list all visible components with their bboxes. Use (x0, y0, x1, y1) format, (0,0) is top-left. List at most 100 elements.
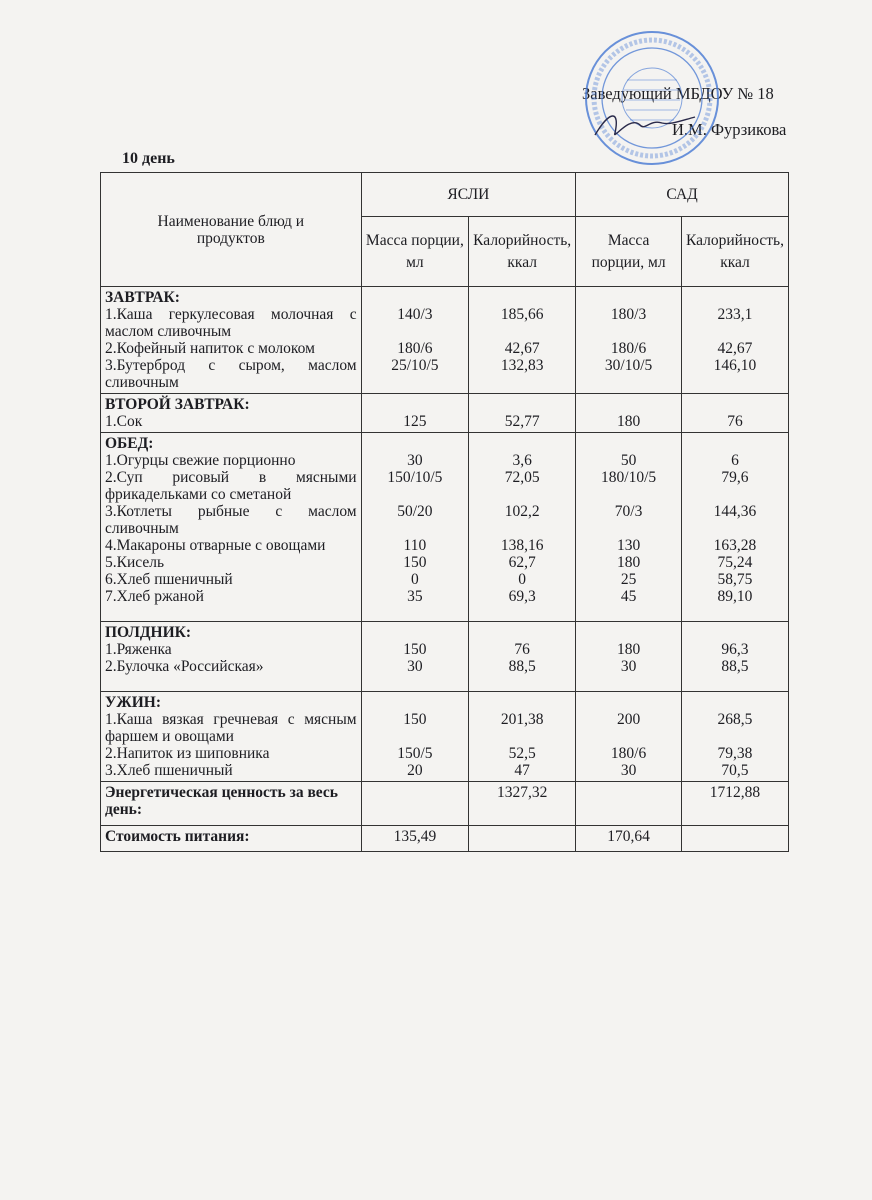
table-row: 4.Макароны отварные с овощами 110 138,16 13… (100, 537, 790, 554)
col-header-kcal-garden: Калорийность, ккал (680, 216, 790, 287)
mass-garden: 30/10/5 (575, 357, 682, 394)
table-row: 6.Хлеб пшеничный 0 0 25 58,75 (100, 571, 790, 588)
dish-name: 1.Ряженка (100, 641, 362, 658)
section-title: ЗАВТРАК: (100, 286, 362, 306)
col-header-mass-nursery: Масса порции, мл (360, 216, 470, 287)
kcal-garden: 163,28 (680, 537, 790, 554)
mass-nursery: 110 (360, 537, 470, 554)
kcal-garden: 96,3 (680, 641, 790, 658)
group-header-nursery: ЯСЛИ (360, 172, 577, 217)
table-row: 1.Сок 125 52,77 180 76 (100, 413, 790, 433)
mass-nursery: 125 (360, 413, 470, 433)
mass-garden: 180 (575, 641, 682, 658)
kcal-nursery: 47 (468, 762, 577, 782)
col-header-name: Наименование блюд и продуктов (100, 172, 362, 287)
section-title: ОБЕД: (100, 432, 362, 452)
section-title: ВТОРОЙ ЗАВТРАК: (100, 393, 362, 413)
section-spacer (100, 677, 790, 692)
section-header: ВТОРОЙ ЗАВТРАК: (100, 393, 790, 413)
kcal-nursery: 185,66 (468, 306, 577, 340)
kcal-nursery: 132,83 (468, 357, 577, 394)
section-header: ПОЛДНИК: (100, 621, 790, 641)
mass-nursery: 50/20 (360, 503, 470, 537)
mass-garden: 180/10/5 (575, 469, 682, 503)
kcal-garden: 58,75 (680, 571, 790, 588)
dish-name: 2.Суп рисовый в мясными фрикадельками со… (100, 469, 362, 503)
table-row: 1.Огурцы свежие порционно 30 3,6 50 6 (100, 452, 790, 469)
dish-name: 4.Макароны отварные с овощами (100, 537, 362, 554)
table-row: 5.Кисель 150 62,7 180 75,24 (100, 554, 790, 571)
dish-name: 1.Каша геркулесовая молочная с маслом сл… (100, 306, 362, 340)
day-label: 10 день (122, 150, 175, 167)
col-header-kcal-nursery: Калорийность, ккал (468, 216, 577, 287)
section-title: УЖИН: (100, 691, 362, 711)
dish-name: 1.Сок (100, 413, 362, 433)
signature (594, 115, 696, 136)
kcal-garden: 89,10 (680, 588, 790, 607)
mass-garden: 130 (575, 537, 682, 554)
kcal-nursery: 88,5 (468, 658, 577, 677)
dish-name: 2.Кофейный напиток с молоком (100, 340, 362, 357)
mass-nursery: 150/5 (360, 745, 470, 762)
kcal-nursery: 0 (468, 571, 577, 588)
dish-name: 7.Хлеб ржаной (100, 588, 362, 607)
mass-nursery: 150/10/5 (360, 469, 470, 503)
mass-nursery: 150 (360, 641, 470, 658)
kcal-nursery: 201,38 (468, 711, 577, 745)
mass-nursery: 30 (360, 658, 470, 677)
group-header-garden: САД (575, 172, 789, 217)
dish-name: 1.Каша вязкая гречневая с мясным фаршем … (100, 711, 362, 745)
kcal-garden: 79,38 (680, 745, 790, 762)
table-row: 1.Ряженка 150 76 180 96,3 (100, 641, 790, 658)
mass-nursery: 150 (360, 554, 470, 571)
energy-label: Энергетическая ценность за весь день: (100, 781, 362, 826)
table-row: 7.Хлеб ржаной 35 69,3 45 89,10 (100, 588, 790, 607)
energy-nursery: 1327,32 (468, 781, 577, 826)
section-header: ОБЕД: (100, 432, 790, 452)
menu-table: Наименование блюд и продуктов ЯСЛИ САД М… (100, 172, 790, 852)
mass-garden: 45 (575, 588, 682, 607)
kcal-garden: 6 (680, 452, 790, 469)
table-row: 1.Каша вязкая гречневая с мясным фаршем … (100, 711, 790, 745)
table-row: 3.Хлеб пшеничный 20 47 30 70,5 (100, 762, 790, 782)
kcal-nursery: 52,77 (468, 413, 577, 433)
section-header: УЖИН: (100, 691, 790, 711)
mass-nursery: 25/10/5 (360, 357, 470, 394)
mass-garden: 180/6 (575, 745, 682, 762)
kcal-garden: 42,67 (680, 340, 790, 357)
kcal-garden: 88,5 (680, 658, 790, 677)
kcal-garden: 76 (680, 413, 790, 433)
cost-garden: 170,64 (575, 825, 682, 852)
mass-garden: 70/3 (575, 503, 682, 537)
kcal-garden: 75,24 (680, 554, 790, 571)
dish-name: 3.Хлеб пшеничный (100, 762, 362, 782)
dish-name: 1.Огурцы свежие порционно (100, 452, 362, 469)
table-row: 2.Суп рисовый в мясными фрикадельками со… (100, 469, 790, 503)
dish-name: 2.Булочка «Российская» (100, 658, 362, 677)
kcal-nursery: 3,6 (468, 452, 577, 469)
mass-garden: 180/6 (575, 340, 682, 357)
kcal-nursery: 69,3 (468, 588, 577, 607)
table-row: 3.Бутерброд с сыром, маслом сливочным 25/… (100, 357, 790, 394)
dish-name: 6.Хлеб пшеничный (100, 571, 362, 588)
table-row: 3.Котлеты рыбные с маслом сливочным 50/20… (100, 503, 790, 537)
mass-nursery: 180/6 (360, 340, 470, 357)
kcal-garden: 144,36 (680, 503, 790, 537)
mass-garden: 30 (575, 762, 682, 782)
kcal-garden: 70,5 (680, 762, 790, 782)
mass-garden: 25 (575, 571, 682, 588)
mass-garden: 200 (575, 711, 682, 745)
director-name: И.М. Фурзикова (672, 120, 787, 139)
mass-nursery: 0 (360, 571, 470, 588)
director-title: Заведующий МБДОУ № 18 (582, 84, 774, 103)
mass-nursery: 140/3 (360, 306, 470, 340)
mass-garden: 180 (575, 413, 682, 433)
kcal-nursery: 102,2 (468, 503, 577, 537)
table-row: 1.Каша геркулесовая молочная с маслом сл… (100, 306, 790, 340)
dish-name: 3.Котлеты рыбные с маслом сливочным (100, 503, 362, 537)
mass-nursery: 20 (360, 762, 470, 782)
mass-garden: 180 (575, 554, 682, 571)
kcal-nursery: 42,67 (468, 340, 577, 357)
cost-nursery: 135,49 (360, 825, 470, 852)
kcal-nursery: 52,5 (468, 745, 577, 762)
